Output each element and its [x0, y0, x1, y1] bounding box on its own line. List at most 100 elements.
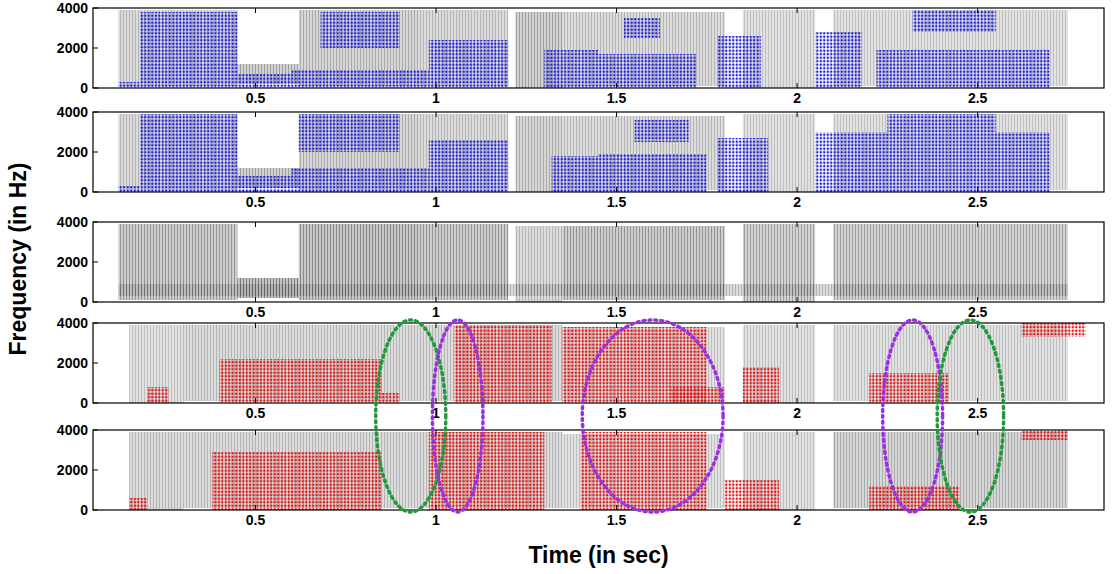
- x-tick-label: 0.5: [246, 90, 266, 106]
- y-tick: [93, 262, 98, 263]
- x-tick: [797, 83, 798, 88]
- mask-region: [718, 138, 769, 192]
- y-tick: [93, 510, 98, 511]
- y-tick: [93, 470, 98, 471]
- x-tick: [797, 187, 798, 192]
- x-tick-label: 1.5: [607, 405, 627, 421]
- mask-region: [299, 114, 400, 152]
- mask-region: [140, 114, 237, 186]
- annotation-ellipse: [883, 320, 943, 512]
- mask-region: [147, 387, 169, 403]
- x-tick: [616, 430, 617, 435]
- mask-region: [815, 32, 862, 88]
- x-tick: [977, 187, 978, 192]
- x-tick: [255, 505, 256, 510]
- x-tick: [797, 112, 798, 117]
- y-tick-label: 0: [80, 80, 88, 96]
- y-tick-label: 4000: [57, 214, 88, 230]
- panel: 0.511.522.5020004000: [57, 422, 1104, 528]
- y-tick: [93, 222, 98, 223]
- x-tick-label: 2: [793, 194, 801, 210]
- mask-region: [212, 452, 382, 510]
- mask-region: [320, 12, 399, 48]
- x-tick: [436, 505, 437, 510]
- x-tick-label: 1.5: [607, 512, 627, 528]
- figure: 0.5 1 1.5 2 2.5 0 2000 4000 0.5 1 1.5 2 2.5 0 2000 4000…: [0, 0, 1112, 574]
- y-tick: [93, 302, 98, 303]
- x-tick: [436, 297, 437, 302]
- plot-area: [93, 112, 1104, 192]
- x-tick-label: 2: [793, 304, 801, 320]
- mask-region: [429, 140, 508, 192]
- mask-region: [237, 74, 291, 88]
- x-tick-label: 1.5: [607, 90, 627, 106]
- x-tick: [255, 297, 256, 302]
- mask-region: [1021, 430, 1068, 440]
- mask-region: [382, 393, 400, 403]
- y-tick-label: 4000: [57, 104, 88, 120]
- x-tick: [977, 222, 978, 227]
- x-tick-label: 1: [432, 194, 440, 210]
- x-tick-label: 1: [432, 90, 440, 106]
- mask-region: [877, 50, 1050, 88]
- y-tick-label: 2000: [57, 144, 88, 160]
- mask-region: [599, 54, 696, 88]
- x-tick-label: 2.5: [968, 512, 988, 528]
- mask-region: [635, 120, 689, 142]
- x-tick-label: 0.5: [246, 405, 266, 421]
- y-tick-label: 0: [80, 294, 88, 310]
- y-tick: [93, 363, 98, 364]
- mask-region: [552, 156, 599, 192]
- annotation-ellipse: [937, 320, 1003, 512]
- x-tick: [255, 112, 256, 117]
- y-tick-label: 2000: [57, 254, 88, 270]
- x-tick: [436, 112, 437, 117]
- energy-region: [129, 325, 183, 403]
- annotation-ellipse: [582, 320, 723, 512]
- x-tick-label: 2.5: [968, 405, 988, 421]
- mask-region: [140, 12, 237, 82]
- y-axis-title: Frequency (in Hz): [5, 163, 31, 356]
- x-tick-label: 2.5: [968, 304, 988, 320]
- x-tick: [616, 112, 617, 117]
- x-tick: [977, 297, 978, 302]
- plot-area: [93, 8, 1104, 88]
- y-tick-label: 4000: [57, 0, 88, 16]
- mask-region: [869, 373, 948, 403]
- mask-region: [292, 70, 429, 88]
- y-tick: [93, 8, 98, 9]
- energy-region: [118, 114, 237, 190]
- mask-region: [624, 18, 660, 38]
- x-tick: [977, 112, 978, 117]
- x-tick-label: 2: [793, 90, 801, 106]
- mask-region: [725, 480, 779, 510]
- y-tick: [93, 403, 98, 404]
- mask-region: [718, 36, 761, 88]
- panel: 0.511.522.5020004000: [57, 0, 1104, 106]
- x-tick: [436, 83, 437, 88]
- mask-region: [129, 498, 147, 510]
- x-tick-label: 2: [793, 405, 801, 421]
- y-tick: [93, 430, 98, 431]
- y-tick: [93, 88, 98, 89]
- mask-region: [913, 10, 996, 32]
- x-tick: [255, 83, 256, 88]
- marks: [118, 224, 1068, 302]
- x-tick: [436, 430, 437, 435]
- y-tick-label: 4000: [57, 422, 88, 438]
- mask-region: [599, 154, 707, 192]
- x-tick-label: 0.5: [246, 512, 266, 528]
- mask-region: [454, 325, 551, 403]
- y-tick-label: 2000: [57, 40, 88, 56]
- x-tick: [436, 187, 437, 192]
- x-tick: [436, 222, 437, 227]
- x-tick: [977, 430, 978, 435]
- y-tick: [93, 323, 98, 324]
- x-tick: [616, 222, 617, 227]
- mask-region: [887, 114, 995, 132]
- x-tick: [797, 222, 798, 227]
- x-tick: [255, 430, 256, 435]
- mask-region: [219, 359, 381, 403]
- y-tick-label: 2000: [57, 462, 88, 478]
- y-tick-label: 0: [80, 395, 88, 411]
